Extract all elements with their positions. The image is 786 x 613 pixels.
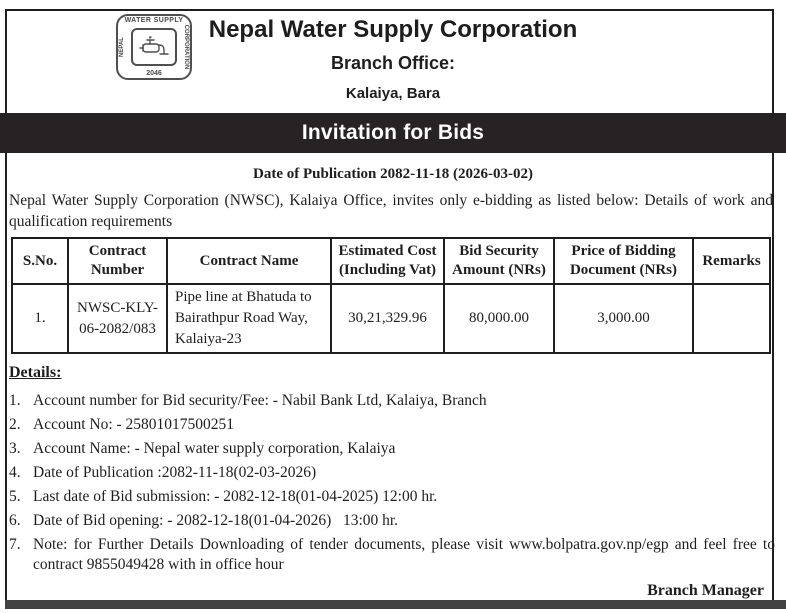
list-item-text: Account No: - 25801017500251 xyxy=(33,416,235,433)
col-header-contract-number: Contract Number xyxy=(67,237,168,285)
col-header-bid-security: Bid Security Amount (NRs) xyxy=(443,237,555,285)
invitation-banner-title: Invitation for Bids xyxy=(301,121,485,144)
location-line: Kalaiya, Bara xyxy=(345,85,441,102)
list-item-number: 7. xyxy=(9,536,21,553)
list-item-text: Account number for Bid security/Fee: - N… xyxy=(33,392,487,409)
details-heading: Details: xyxy=(9,364,62,381)
intro-paragraph: Nepal Water Supply Corporation (NWSC), K… xyxy=(9,192,773,230)
cell-bid-security: 80,000.00 xyxy=(443,283,555,354)
list-item: 3. Account Name: - Nepal water supply co… xyxy=(9,439,775,459)
page-border xyxy=(5,9,774,600)
col-header-estimated-cost: Estimated Cost (Including Vat) xyxy=(330,237,445,285)
page-title: Nepal Water Supply Corporation xyxy=(208,16,578,43)
list-item-number: 3. xyxy=(9,440,21,457)
cell-bidding-doc-price: 3,000.00 xyxy=(553,283,694,354)
nwsc-logo: WATER SUPPLY NEPAL CORPORATION 2046 xyxy=(116,14,192,80)
list-item-number: 1. xyxy=(9,392,21,409)
details-list: 1. Account number for Bid security/Fee: … xyxy=(9,391,775,579)
list-item-text: Date of Bid opening: - 2082-12-18(01-04-… xyxy=(33,512,399,529)
list-item-text: Account Name: - Nepal water supply corpo… xyxy=(33,440,396,457)
list-item: 2. Account No: - 25801017500251 xyxy=(9,415,775,435)
cell-contract-number: NWSC-KLY-06-2082/083 xyxy=(67,283,168,354)
invitation-banner: Invitation for Bids xyxy=(0,113,786,153)
bottom-edge-bar xyxy=(5,600,786,609)
cell-sno: 1. xyxy=(11,283,69,354)
water-tap-icon xyxy=(131,28,177,66)
list-item-text: Last date of Bid submission: - 2082-12-1… xyxy=(33,488,438,505)
list-item-number: 6. xyxy=(9,512,21,529)
list-item: 4. Date of Publication :2082-11-18(02-03… xyxy=(9,463,775,483)
list-item: 1. Account number for Bid security/Fee: … xyxy=(9,391,775,411)
bids-table: S.No. Contract Number Contract Name Esti… xyxy=(11,237,771,354)
list-item: 5. Last date of Bid submission: - 2082-1… xyxy=(9,487,775,507)
signature-branch-manager: Branch Manager xyxy=(647,582,764,599)
logo-top-text: WATER SUPPLY xyxy=(124,17,184,24)
table-header-row: S.No. Contract Number Contract Name Esti… xyxy=(11,237,771,285)
branch-office-line: Branch Office: xyxy=(330,53,456,73)
logo-year-text: 2046 xyxy=(146,70,162,77)
list-item: 7. Note: for Further Details Downloading… xyxy=(9,535,775,575)
publication-date-line: Date of Publication 2082-11-18 (2026-03-… xyxy=(253,166,533,182)
cell-remarks xyxy=(692,283,771,354)
list-item: 6. Date of Bid opening: - 2082-12-18(01-… xyxy=(9,511,775,531)
col-header-bidding-doc-price: Price of Bidding Document (NRs) xyxy=(553,237,694,285)
cell-contract-name: Pipe line at Bhatuda to Bairathpur Road … xyxy=(166,283,332,354)
list-item-number: 4. xyxy=(9,464,21,481)
col-header-remarks: Remarks xyxy=(692,237,771,285)
list-item-text: Date of Publication :2082-11-18(02-03-20… xyxy=(33,464,317,481)
col-header-contract-name: Contract Name xyxy=(166,237,332,285)
col-header-sno: S.No. xyxy=(11,237,69,285)
list-item-number: 5. xyxy=(9,488,21,505)
table-row: 1. NWSC-KLY-06-2082/083 Pipe line at Bha… xyxy=(11,283,771,354)
list-item-number: 2. xyxy=(9,416,21,433)
cell-estimated-cost: 30,21,329.96 xyxy=(330,283,445,354)
list-item-text: Note: for Further Details Downloading of… xyxy=(33,536,779,573)
